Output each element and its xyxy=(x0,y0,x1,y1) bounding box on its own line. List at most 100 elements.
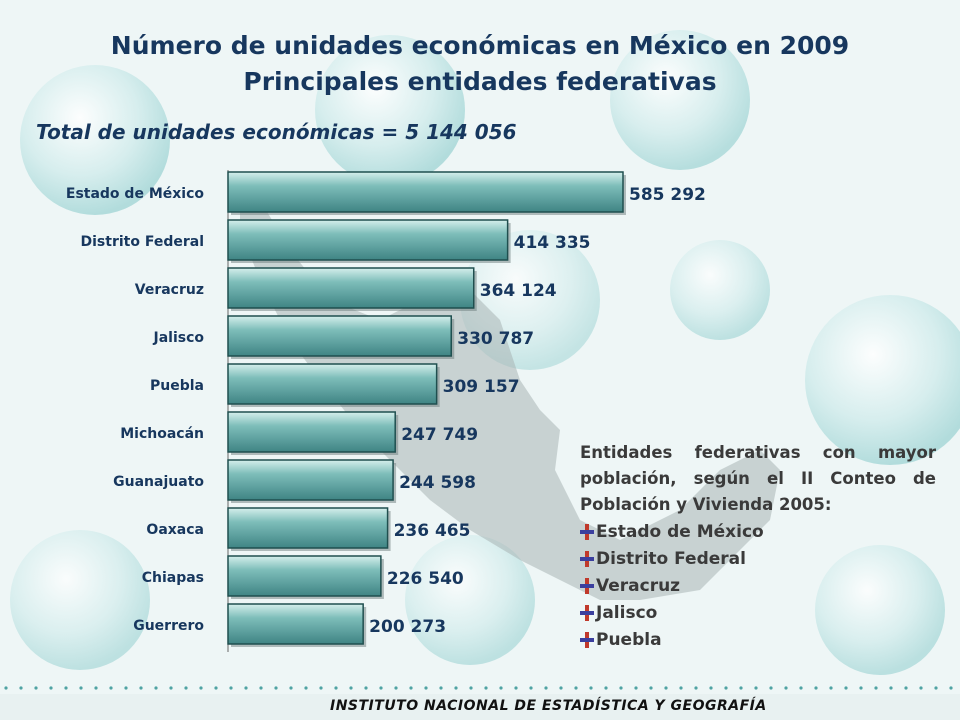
footer-institution-name: INSTITUTO NACIONAL DE ESTADÍSTICA Y GEOG… xyxy=(330,698,767,714)
chart-title-line1: Número de unidades económicas en México … xyxy=(110,31,850,60)
category-label: Puebla xyxy=(150,378,204,394)
footer-dot xyxy=(79,686,83,690)
category-label: Chiapas xyxy=(142,570,204,586)
footer-dot xyxy=(319,686,323,690)
footer-dot xyxy=(754,686,758,690)
footer-dot xyxy=(244,686,248,690)
cross-bullet-icon xyxy=(580,604,594,621)
value-label: 364 124 xyxy=(480,281,557,301)
footer-dot xyxy=(589,686,593,690)
footer-dot xyxy=(724,686,728,690)
bar-7 xyxy=(227,507,389,549)
cross-bullet-icon xyxy=(580,577,594,594)
bar-9 xyxy=(227,603,364,645)
category-label: Michoacán xyxy=(120,426,204,442)
footer-dot xyxy=(304,686,308,690)
footer-dot xyxy=(49,686,53,690)
footer-dot xyxy=(34,686,38,690)
footer-dot xyxy=(439,686,443,690)
value-label: 226 540 xyxy=(387,569,464,589)
footer-dot xyxy=(769,686,773,690)
footer-dot xyxy=(409,686,413,690)
value-label: 585 292 xyxy=(629,185,706,205)
legend-list: Estado de México Distrito Federal Veracr… xyxy=(580,518,936,653)
value-label: 247 749 xyxy=(401,425,478,445)
footer-dot xyxy=(529,686,533,690)
footer-dot xyxy=(454,686,458,690)
chart-title-line2: Principales entidades federativas xyxy=(243,67,717,96)
footer-dot xyxy=(379,686,383,690)
footer-dot xyxy=(169,686,173,690)
bar-4 xyxy=(227,363,438,405)
footer-dot xyxy=(229,686,233,690)
footer-dot xyxy=(259,686,263,690)
chart-subtitle: Total de unidades económicas = 5 144 056 xyxy=(36,120,517,144)
cross-bullet-icon xyxy=(580,631,594,648)
category-label: Guanajuato xyxy=(113,474,204,490)
footer-dot xyxy=(709,686,713,690)
value-label: 200 273 xyxy=(369,617,446,637)
legend-item: Puebla xyxy=(580,626,936,653)
footer-dot xyxy=(574,686,578,690)
footer-dot xyxy=(514,686,518,690)
footer-dot xyxy=(889,686,893,690)
category-label: Estado de México xyxy=(66,186,204,202)
footer-dot xyxy=(289,686,293,690)
footer-dot xyxy=(19,686,23,690)
footer-dot xyxy=(349,686,353,690)
footer-dot xyxy=(859,686,863,690)
footer-dot xyxy=(334,686,338,690)
footer-dot xyxy=(814,686,818,690)
footer-dot xyxy=(664,686,668,690)
footer-dot-line xyxy=(4,686,953,690)
map-silhouette xyxy=(240,175,780,600)
footer-dot xyxy=(364,686,368,690)
footer-dot xyxy=(634,686,638,690)
category-label: Jalisco xyxy=(152,330,204,346)
footer-dot xyxy=(739,686,743,690)
category-label: Oaxaca xyxy=(146,522,204,538)
footer-dot xyxy=(469,686,473,690)
footer-dot xyxy=(679,686,683,690)
footer-dot xyxy=(154,686,158,690)
footer-dot xyxy=(499,686,503,690)
footer-dot xyxy=(934,686,938,690)
category-label: Veracruz xyxy=(135,282,204,298)
footer-dot xyxy=(274,686,278,690)
footer-dot xyxy=(829,686,833,690)
bar-0 xyxy=(227,171,624,213)
bar-8 xyxy=(227,555,382,597)
category-label: Distrito Federal xyxy=(81,234,205,250)
bar-5 xyxy=(227,411,396,453)
footer-dot xyxy=(904,686,908,690)
footer-dot xyxy=(64,686,68,690)
value-label: 414 335 xyxy=(514,233,591,253)
bar-3 xyxy=(227,315,452,357)
footer-dot xyxy=(784,686,788,690)
footer-dot xyxy=(874,686,878,690)
bar-1 xyxy=(227,219,509,261)
value-label: 309 157 xyxy=(443,377,520,397)
legend-text: Entidades federativas con mayor població… xyxy=(580,443,936,514)
value-label: 244 598 xyxy=(399,473,476,493)
footer-dot xyxy=(424,686,428,690)
footer-dot xyxy=(544,686,548,690)
bar-2 xyxy=(227,267,475,309)
legend-item: Jalisco xyxy=(580,599,936,626)
cross-bullet-icon xyxy=(580,523,594,540)
footer-dot xyxy=(484,686,488,690)
footer-bar xyxy=(0,694,960,720)
footer-dot xyxy=(4,686,8,690)
footer-dot xyxy=(694,686,698,690)
footer-dot xyxy=(649,686,653,690)
footer-dot xyxy=(619,686,623,690)
footer-dot xyxy=(844,686,848,690)
value-label: 330 787 xyxy=(457,329,534,349)
footer-dot xyxy=(919,686,923,690)
footer-dot xyxy=(139,686,143,690)
legend-item: Distrito Federal xyxy=(580,545,936,572)
legend-box: Entidades federativas con mayor població… xyxy=(580,440,936,653)
footer-dot xyxy=(949,686,953,690)
